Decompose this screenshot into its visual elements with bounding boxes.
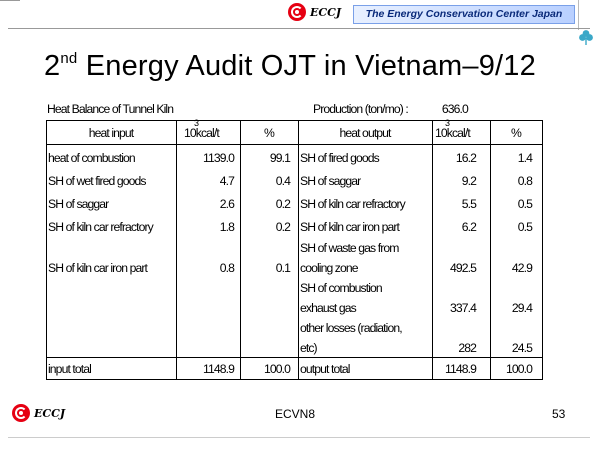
input-value: 4.7 (219, 174, 235, 188)
header-unit-input: 10 3 kcal/t (184, 118, 220, 140)
output-value: 6.2 (461, 220, 477, 234)
input-name: SH of kiln car iron part (48, 261, 148, 275)
output-name: SH of kiln car refractory (300, 197, 406, 211)
output-name: exhaust gas (300, 301, 357, 315)
header-percent-input: % (264, 126, 275, 140)
header-heat-output: heat output (339, 126, 391, 140)
output-name: SH of saggar (300, 174, 361, 188)
output-pct: 42.9 (511, 261, 533, 275)
output-name: other losses (radiation, (300, 321, 403, 335)
slide-title: 2nd Energy Audit OJT in Vietnam–9/12 (44, 50, 536, 82)
input-value: 1139.0 (203, 151, 235, 165)
output-total-value: 1148.9 (445, 362, 477, 376)
table-rule (432, 120, 433, 380)
input-pct: 0.1 (275, 261, 291, 275)
input-name: SH of saggar (48, 197, 109, 211)
output-pct: 1.4 (517, 151, 533, 165)
output-pct: 0.8 (517, 174, 533, 188)
production-info: Production (ton/mo) :636.0 (313, 102, 469, 116)
clover-icon (579, 30, 593, 45)
input-total-value: 1148.9 (203, 362, 235, 376)
output-value: 337.4 (450, 301, 477, 315)
output-value: 16.2 (455, 151, 477, 165)
input-value: 0.8 (219, 261, 235, 275)
input-total-pct: 100.0 (264, 362, 291, 376)
output-total-pct: 100.0 (506, 362, 533, 376)
output-name: SH of fired goods (300, 151, 380, 165)
footer-rule (8, 437, 590, 438)
output-value: 492.5 (450, 261, 477, 275)
input-name: heat of combustion (48, 151, 136, 165)
input-pct: 0.4 (275, 174, 291, 188)
table-rule (46, 120, 47, 380)
table-rule (542, 120, 543, 380)
logo-text: ECCJ (310, 5, 342, 19)
input-total-label: input total (48, 362, 92, 376)
organization-banner: The Energy Conservation Center Japan (353, 5, 575, 24)
table-rule (46, 120, 543, 121)
eccj-logo-icon (12, 404, 30, 422)
table-rule (176, 120, 177, 380)
output-pct: 29.4 (511, 301, 533, 315)
footer-eccj-logo: ECCJ (12, 404, 65, 422)
table-rule (240, 120, 241, 380)
top-vertical-rule (578, 0, 579, 30)
output-value: 5.5 (461, 197, 477, 211)
header-percent-output: % (511, 126, 522, 140)
output-total-label: output total (300, 362, 350, 376)
table-rule (490, 120, 491, 380)
output-value: 282 (458, 341, 477, 355)
header-heat-input: heat input (88, 126, 134, 140)
page-number: 53 (552, 407, 566, 421)
header-rule (8, 28, 590, 29)
header-unit-output: 10 3 kcal/t (435, 118, 471, 140)
input-pct: 99.1 (269, 151, 291, 165)
output-pct: 0.5 (517, 220, 533, 234)
eccj-logo: ECCJ (288, 3, 341, 21)
input-value: 2.6 (219, 197, 235, 211)
output-name: SH of combustion (300, 281, 383, 295)
table-rule (46, 144, 543, 145)
output-name: etc) (300, 341, 318, 355)
input-pct: 0.2 (275, 197, 291, 211)
footer-code: ECVN8 (275, 407, 316, 421)
output-value: 9.2 (461, 174, 477, 188)
input-name: SH of wet fired goods (48, 174, 147, 188)
output-pct: 24.5 (511, 341, 533, 355)
table-rule (298, 120, 299, 380)
heat-balance-table: heat input 10 3 kcal/t % heat output 10 3 kc… (46, 118, 543, 380)
output-pct: 0.5 (517, 197, 533, 211)
input-pct: 0.2 (275, 220, 291, 234)
top-left-rule (0, 0, 20, 1)
table-rule (46, 357, 543, 358)
table-rule (46, 379, 543, 380)
input-name: SH of kiln car refractory (48, 220, 154, 234)
input-value: 1.8 (219, 220, 235, 234)
eccj-logo-icon (288, 3, 306, 21)
output-name: cooling zone (300, 261, 359, 275)
output-name: SH of waste gas from (300, 241, 399, 255)
output-name: SH of kiln car iron part (300, 220, 400, 234)
footer-logo-text: ECCJ (34, 406, 66, 420)
table-caption: Heat Balance of Tunnel Kiln (47, 102, 174, 116)
